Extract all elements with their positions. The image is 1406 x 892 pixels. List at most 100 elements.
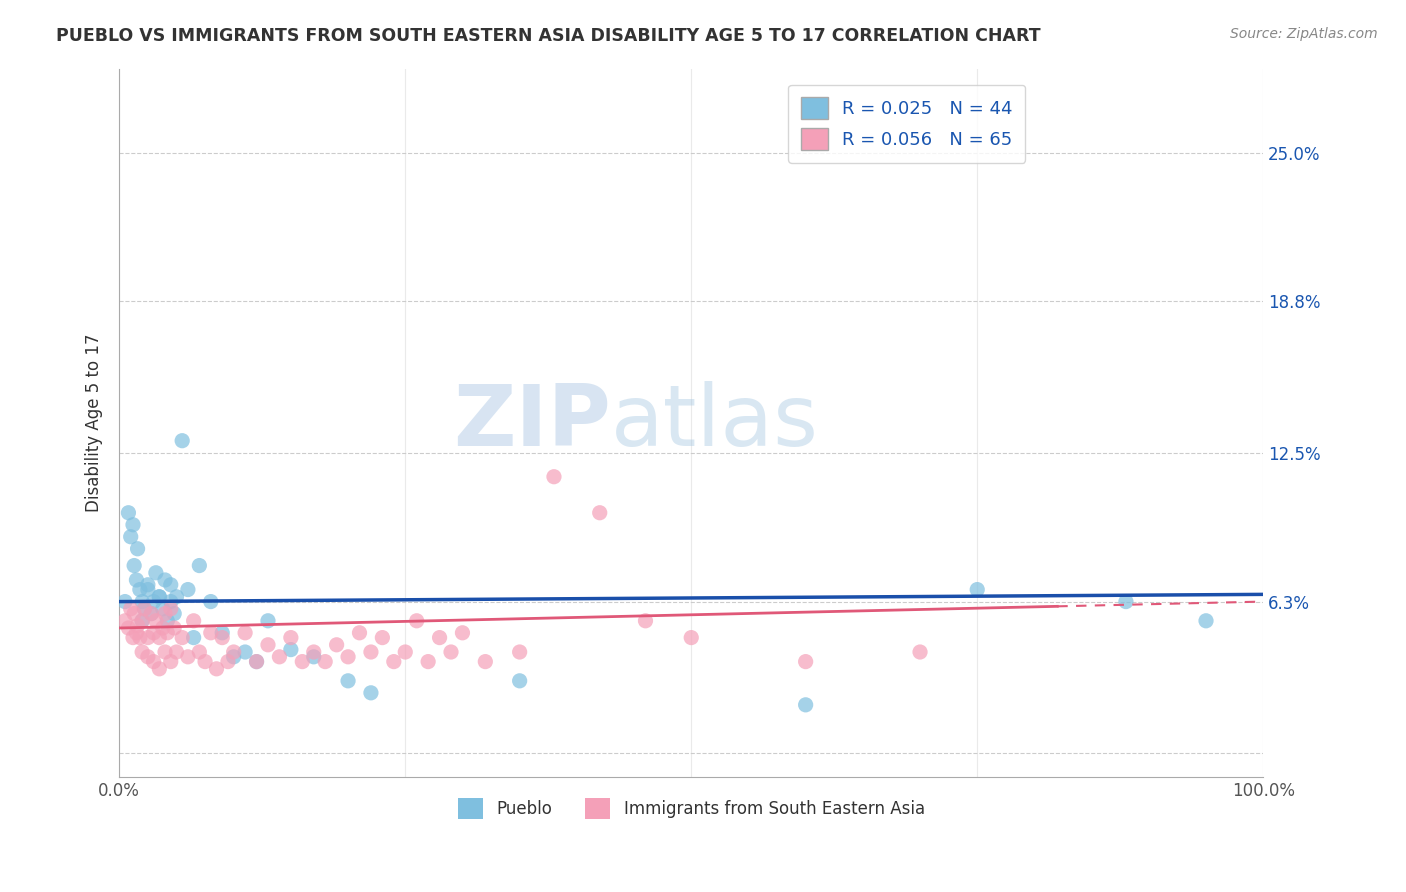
Text: PUEBLO VS IMMIGRANTS FROM SOUTH EASTERN ASIA DISABILITY AGE 5 TO 17 CORRELATION : PUEBLO VS IMMIGRANTS FROM SOUTH EASTERN … bbox=[56, 27, 1040, 45]
Point bbox=[188, 558, 211, 573]
Point bbox=[291, 655, 314, 669]
Point bbox=[142, 655, 165, 669]
Point bbox=[120, 601, 142, 615]
Point bbox=[280, 642, 302, 657]
Point bbox=[122, 558, 145, 573]
Point bbox=[134, 601, 156, 615]
Point bbox=[233, 645, 256, 659]
Point bbox=[131, 614, 153, 628]
Point bbox=[177, 582, 200, 597]
Point bbox=[153, 607, 176, 621]
Point bbox=[360, 686, 382, 700]
Point bbox=[136, 582, 159, 597]
Point bbox=[194, 655, 217, 669]
Point bbox=[136, 631, 159, 645]
Point bbox=[245, 655, 267, 669]
Point bbox=[163, 607, 186, 621]
Point bbox=[183, 631, 205, 645]
Point bbox=[134, 601, 156, 615]
Point bbox=[152, 621, 174, 635]
Point bbox=[148, 662, 170, 676]
Point bbox=[302, 645, 325, 659]
Point bbox=[128, 582, 150, 597]
Point bbox=[509, 645, 531, 659]
Point bbox=[233, 625, 256, 640]
Y-axis label: Disability Age 5 to 17: Disability Age 5 to 17 bbox=[86, 334, 103, 512]
Point bbox=[166, 590, 188, 604]
Point bbox=[337, 649, 360, 664]
Point bbox=[908, 645, 931, 659]
Point bbox=[371, 631, 394, 645]
Point bbox=[337, 673, 360, 688]
Point bbox=[794, 655, 817, 669]
Point bbox=[966, 582, 988, 597]
Point bbox=[142, 625, 165, 640]
Point bbox=[211, 631, 233, 645]
Point bbox=[405, 614, 427, 628]
Point bbox=[156, 614, 179, 628]
Point bbox=[172, 631, 194, 645]
Point bbox=[200, 625, 222, 640]
Point bbox=[156, 625, 179, 640]
Point bbox=[125, 625, 148, 640]
Point bbox=[543, 469, 565, 483]
Point bbox=[117, 506, 139, 520]
Point bbox=[222, 649, 245, 664]
Point bbox=[117, 621, 139, 635]
Point bbox=[200, 594, 222, 608]
Point bbox=[125, 573, 148, 587]
Point bbox=[188, 645, 211, 659]
Point bbox=[148, 631, 170, 645]
Point bbox=[245, 655, 267, 669]
Point bbox=[122, 631, 145, 645]
Point bbox=[177, 649, 200, 664]
Point bbox=[222, 645, 245, 659]
Point bbox=[136, 578, 159, 592]
Point bbox=[114, 594, 136, 608]
Point bbox=[145, 566, 167, 580]
Point bbox=[136, 649, 159, 664]
Point bbox=[148, 590, 170, 604]
Point bbox=[159, 594, 181, 608]
Point bbox=[418, 655, 440, 669]
Point bbox=[440, 645, 463, 659]
Point bbox=[153, 573, 176, 587]
Point bbox=[1195, 614, 1218, 628]
Point bbox=[172, 434, 194, 448]
Point bbox=[114, 614, 136, 628]
Point bbox=[127, 541, 149, 556]
Point bbox=[394, 645, 416, 659]
Text: ZIP: ZIP bbox=[453, 381, 612, 464]
Point bbox=[142, 594, 165, 608]
Point bbox=[159, 655, 181, 669]
Point bbox=[131, 614, 153, 628]
Point bbox=[183, 614, 205, 628]
Point bbox=[211, 625, 233, 640]
Point bbox=[152, 601, 174, 615]
Point bbox=[314, 655, 336, 669]
Legend: Pueblo, Immigrants from South Eastern Asia: Pueblo, Immigrants from South Eastern As… bbox=[451, 791, 931, 825]
Text: Source: ZipAtlas.com: Source: ZipAtlas.com bbox=[1230, 27, 1378, 41]
Point bbox=[509, 673, 531, 688]
Point bbox=[122, 607, 145, 621]
Point bbox=[589, 506, 612, 520]
Point bbox=[1115, 594, 1137, 608]
Point bbox=[159, 601, 181, 615]
Point bbox=[120, 530, 142, 544]
Text: atlas: atlas bbox=[612, 381, 820, 464]
Point bbox=[634, 614, 657, 628]
Point bbox=[325, 638, 347, 652]
Point bbox=[681, 631, 703, 645]
Point bbox=[794, 698, 817, 712]
Point bbox=[145, 614, 167, 628]
Point bbox=[382, 655, 405, 669]
Point bbox=[269, 649, 291, 664]
Point bbox=[128, 631, 150, 645]
Point bbox=[217, 655, 239, 669]
Point bbox=[122, 517, 145, 532]
Point bbox=[131, 594, 153, 608]
Point bbox=[280, 631, 302, 645]
Point bbox=[153, 645, 176, 659]
Point bbox=[205, 662, 228, 676]
Point bbox=[349, 625, 371, 640]
